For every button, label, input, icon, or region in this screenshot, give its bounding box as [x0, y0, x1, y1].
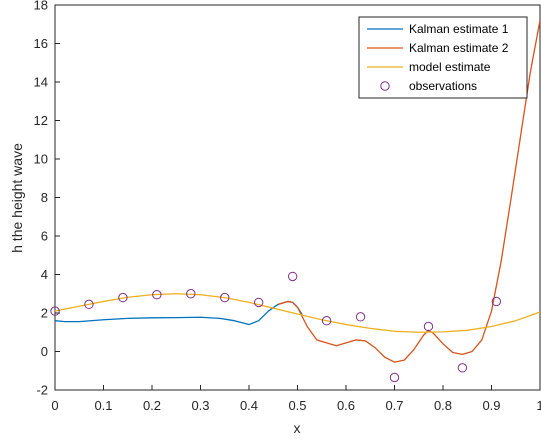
- y-tick-label: 16: [34, 36, 48, 51]
- y-tick-label: 8: [41, 190, 48, 205]
- x-tick-label: 0.1: [94, 398, 112, 413]
- observation-point: [254, 297, 264, 308]
- series-layer: [55, 20, 540, 363]
- legend-swatch: [380, 81, 390, 91]
- x-tick-label: 0.3: [191, 398, 209, 413]
- observation-point: [287, 271, 298, 282]
- observation-point: [186, 289, 196, 299]
- y-axis-label: h the height wave: [9, 143, 25, 253]
- legend-label: Kalman estimate 1: [409, 22, 509, 36]
- y-tick-label: 0: [41, 344, 48, 359]
- observation-point: [84, 299, 94, 310]
- observation-point: [118, 292, 128, 303]
- x-tick-label: 0.2: [143, 398, 161, 413]
- y-tick-label: 6: [41, 229, 48, 244]
- legend-box: [358, 16, 528, 99]
- x-tick-label: 0.7: [385, 398, 403, 413]
- x-tick-label: 0.9: [482, 398, 500, 413]
- x-tick-label: 0.4: [240, 398, 258, 413]
- observation-point: [423, 321, 434, 332]
- observation-point: [220, 292, 230, 303]
- observation-point: [50, 306, 60, 316]
- x-tick-label: 0.8: [434, 398, 452, 413]
- x-tick-label: 1: [536, 398, 541, 413]
- x-tick-label: 0.6: [337, 398, 355, 413]
- x-tick-label: 0.5: [288, 398, 306, 413]
- y-tick-label: 18: [34, 0, 48, 13]
- legend-label: model estimate: [409, 60, 491, 74]
- y-tick-label: 10: [34, 152, 48, 167]
- observation-point: [152, 290, 162, 300]
- observation-point: [491, 296, 502, 307]
- y-tick-label: 2: [41, 306, 48, 321]
- legend-label: observations: [409, 79, 477, 93]
- legend-label: Kalman estimate 2: [409, 41, 509, 55]
- observation-point: [355, 312, 366, 322]
- plot-area: 0 0.1 0.2 0.3 0.4 0.5 0.6 0.7 0.8 0.9 1-2024681012…: [34, 0, 541, 413]
- legend: Kalman estimate 1 Kalman estimate 2 model …: [358, 16, 528, 99]
- x-axis-label: x: [294, 420, 301, 436]
- series-line-2: [277, 20, 540, 363]
- series-line-3: [55, 293, 540, 333]
- y-tick-label: 4: [41, 267, 48, 282]
- observation-point: [457, 363, 468, 373]
- x-tick-label: 0: [51, 398, 58, 413]
- observation-point: [389, 372, 400, 383]
- y-tick-label: 12: [34, 113, 48, 128]
- series-line-1: [55, 300, 303, 326]
- y-tick-label: 14: [34, 75, 48, 90]
- y-tick-label: -2: [36, 383, 48, 398]
- observation-point: [321, 316, 332, 326]
